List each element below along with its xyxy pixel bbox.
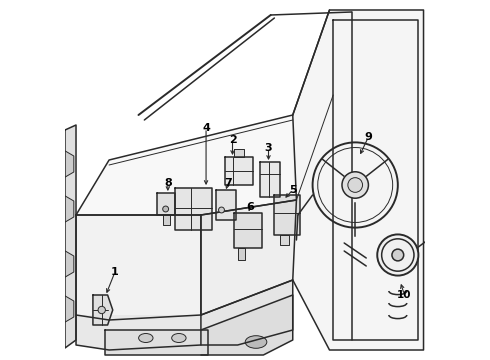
Text: 9: 9 xyxy=(365,132,372,142)
Circle shape xyxy=(163,206,169,212)
Text: 7: 7 xyxy=(224,178,232,188)
Polygon shape xyxy=(64,195,74,223)
Polygon shape xyxy=(65,125,76,348)
Circle shape xyxy=(219,207,224,213)
Ellipse shape xyxy=(245,336,267,348)
Text: 5: 5 xyxy=(289,185,296,195)
Text: 1: 1 xyxy=(111,267,119,277)
Polygon shape xyxy=(76,115,296,215)
Polygon shape xyxy=(234,213,262,248)
Polygon shape xyxy=(64,250,74,278)
Polygon shape xyxy=(76,315,201,350)
Text: 4: 4 xyxy=(202,123,210,133)
Circle shape xyxy=(98,306,105,314)
Text: 8: 8 xyxy=(164,178,171,188)
Polygon shape xyxy=(234,149,245,157)
Polygon shape xyxy=(76,215,201,320)
Polygon shape xyxy=(293,10,423,350)
Polygon shape xyxy=(201,295,293,355)
Polygon shape xyxy=(64,295,74,323)
Polygon shape xyxy=(216,190,236,220)
Polygon shape xyxy=(225,157,253,185)
Polygon shape xyxy=(274,195,300,235)
Polygon shape xyxy=(238,248,245,260)
Text: 10: 10 xyxy=(397,290,412,300)
Polygon shape xyxy=(175,188,212,230)
Polygon shape xyxy=(157,193,175,215)
Polygon shape xyxy=(280,235,289,245)
Circle shape xyxy=(348,177,363,192)
Polygon shape xyxy=(201,280,293,345)
Polygon shape xyxy=(105,330,208,355)
Ellipse shape xyxy=(172,333,186,342)
Polygon shape xyxy=(93,295,113,325)
Circle shape xyxy=(392,249,404,261)
Text: 3: 3 xyxy=(265,143,272,153)
Ellipse shape xyxy=(139,333,153,342)
Circle shape xyxy=(377,234,418,275)
Text: 2: 2 xyxy=(229,135,236,145)
Polygon shape xyxy=(201,200,296,315)
Text: 6: 6 xyxy=(246,202,254,212)
Polygon shape xyxy=(163,215,170,225)
Polygon shape xyxy=(260,162,280,197)
Polygon shape xyxy=(429,229,438,243)
Polygon shape xyxy=(64,150,74,178)
Circle shape xyxy=(342,172,368,198)
